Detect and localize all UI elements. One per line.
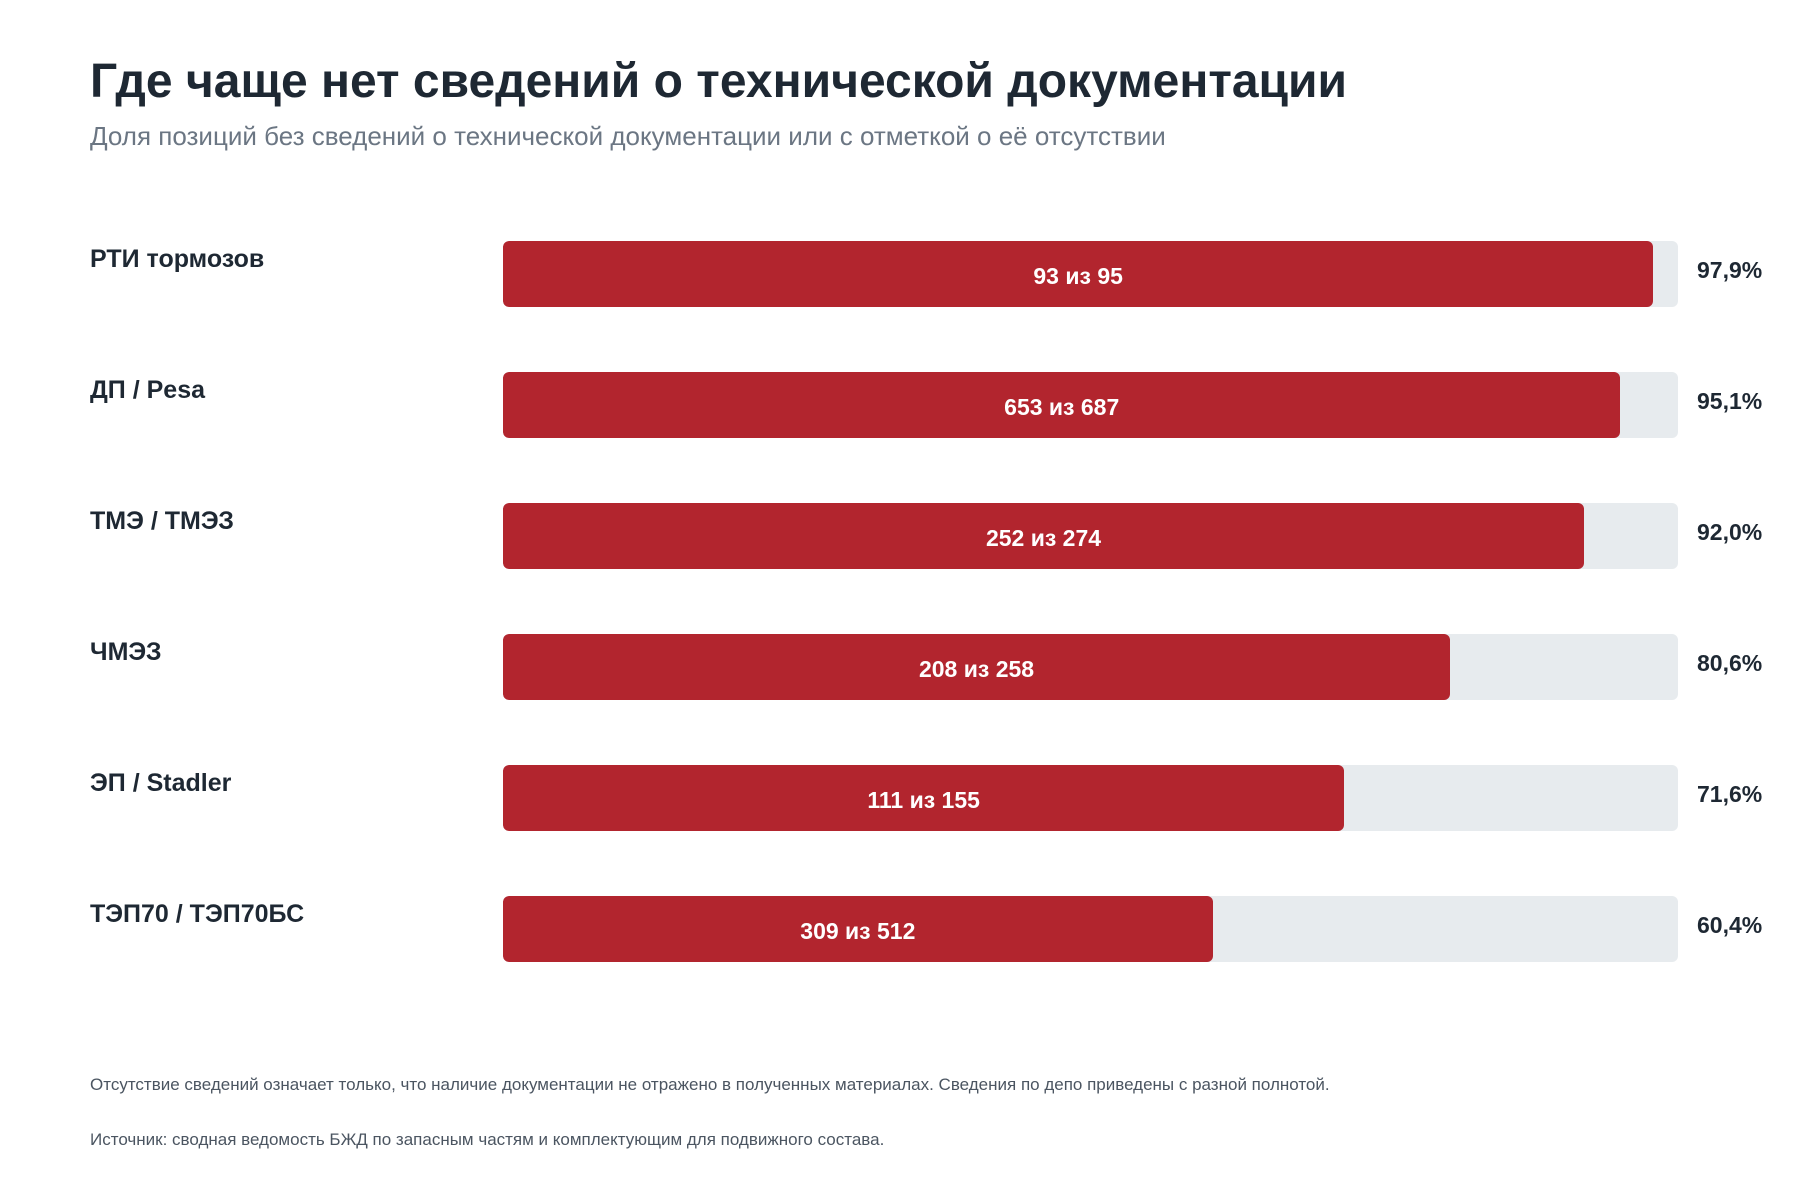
bar-row: РТИ тормозов 93 из 95 97,9% xyxy=(0,241,1800,309)
bar-track: 208 из 258 xyxy=(503,634,1678,700)
bar-track: 93 из 95 xyxy=(503,241,1678,307)
category-label: ЭП / Stadler xyxy=(90,769,232,797)
bar-row: ТЭП70 / ТЭП70БС 309 из 512 60,4% xyxy=(0,896,1800,964)
bar-value-label: 80,6% xyxy=(1697,650,1763,676)
bar-chart: РТИ тормозов 93 из 95 97,9% ДП / Pesa 653 из… xyxy=(0,241,1800,964)
chart-subtitle: Доля позиций без сведений о технической … xyxy=(90,121,1166,151)
bar-row: ЧМЭЗ 208 из 258 80,6% xyxy=(0,634,1800,702)
bar-count-label: 208 из 258 xyxy=(918,656,1035,682)
bar-value-label: 95,1% xyxy=(1697,388,1763,414)
bar-track: 111 из 155 xyxy=(503,765,1678,831)
bar-value-label: 71,6% xyxy=(1697,781,1763,807)
bar-fill: 93 из 95 xyxy=(503,241,1654,307)
bar-count-label: 309 из 512 xyxy=(800,918,916,944)
bar-value-label: 97,9% xyxy=(1697,257,1763,283)
bar-row: ТМЭ / ТМЭЗ 252 из 274 92,0% xyxy=(0,503,1800,571)
bar-row: ЭП / Stadler 111 из 155 71,6% xyxy=(0,765,1800,833)
bar-row: ДП / Pesa 653 из 687 95,1% xyxy=(0,372,1800,440)
bar-value-label: 92,0% xyxy=(1697,519,1763,545)
bar-fill: 309 из 512 xyxy=(503,896,1213,962)
bar-count-label: 111 из 155 xyxy=(867,787,980,813)
bar-count-label: 252 из 274 xyxy=(985,525,1102,551)
bar-track: 252 из 274 xyxy=(503,503,1678,569)
bar-value-label: 60,4% xyxy=(1697,912,1763,938)
category-label: ТЭП70 / ТЭП70БС xyxy=(90,900,305,928)
bar-fill: 252 из 274 xyxy=(503,503,1584,569)
footnote-source: Источник: сводная ведомость БЖД по запас… xyxy=(90,1130,885,1149)
bar-track: 653 из 687 xyxy=(503,372,1678,438)
bar-fill: 111 из 155 xyxy=(503,765,1345,831)
category-label: ТМЭ / ТМЭЗ xyxy=(90,507,234,535)
category-label: РТИ тормозов xyxy=(90,245,265,273)
bar-fill: 653 из 687 xyxy=(503,372,1621,438)
bar-count-label: 93 из 95 xyxy=(1033,263,1123,289)
bar-count-label: 653 из 687 xyxy=(1004,394,1120,420)
chart-title: Где чаще нет сведений о технической доку… xyxy=(90,55,1348,108)
category-label: ЧМЭЗ xyxy=(90,638,162,666)
footnote-disclaimer: Отсутствие сведений означает только, что… xyxy=(90,1075,1330,1094)
category-label: ДП / Pesa xyxy=(90,376,206,404)
bar-fill: 208 из 258 xyxy=(503,634,1451,700)
bar-track: 309 из 512 xyxy=(503,896,1678,962)
